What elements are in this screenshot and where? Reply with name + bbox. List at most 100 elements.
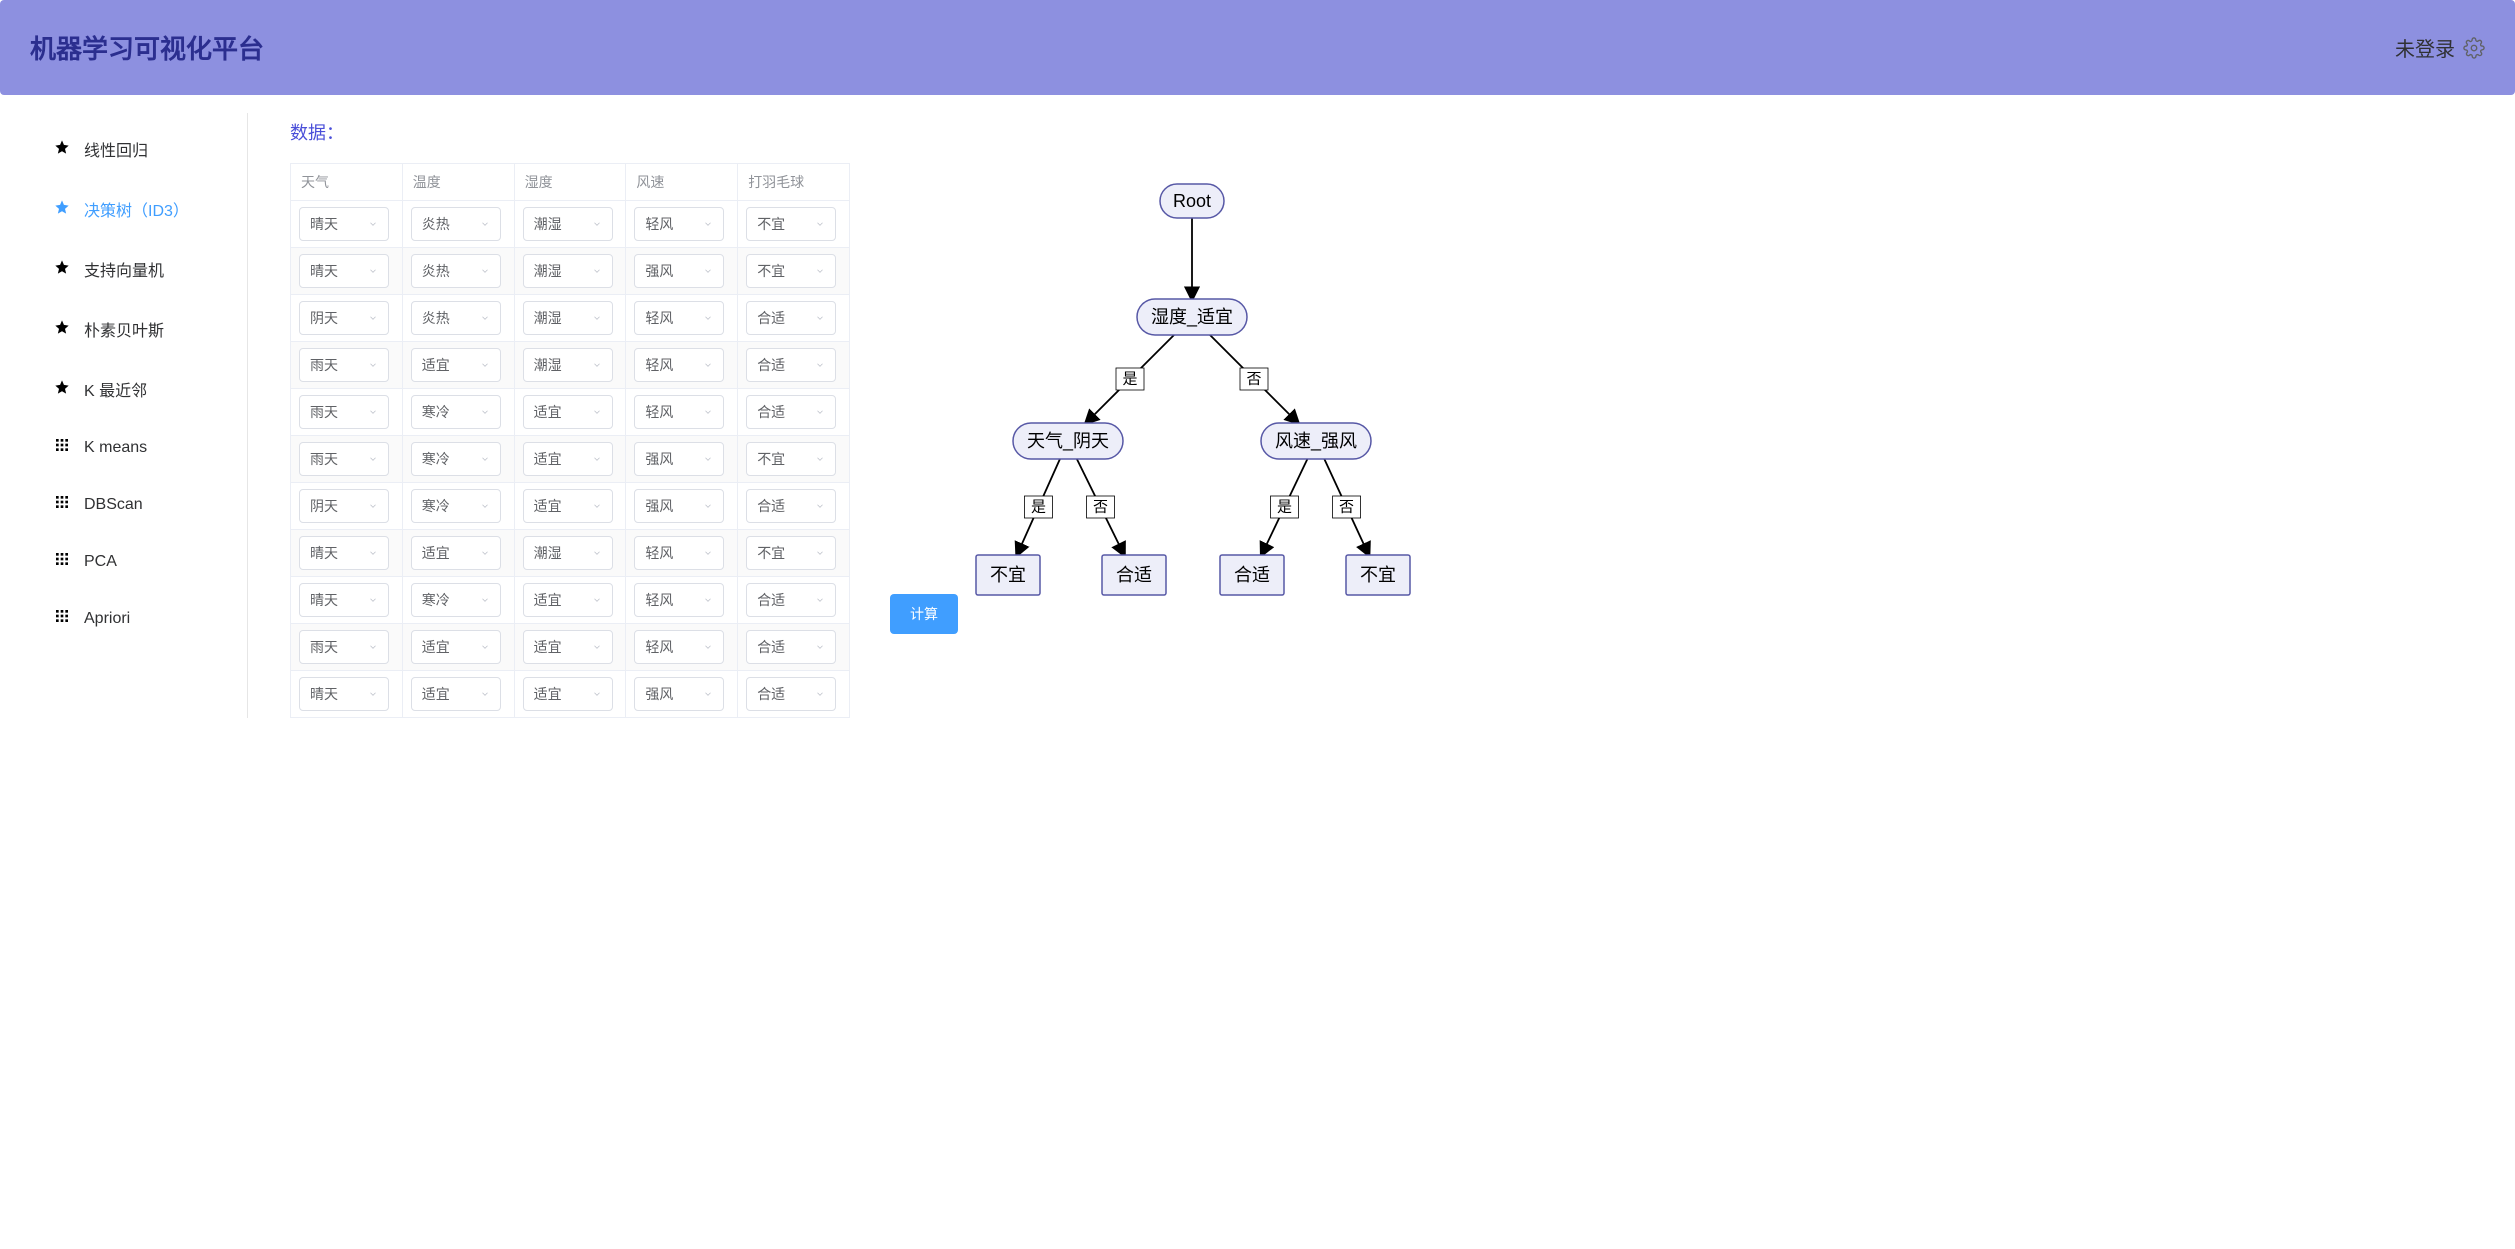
select-天气[interactable]: 雨天 <box>299 348 389 382</box>
sidebar-item-4[interactable]: K 最近邻 <box>0 359 247 419</box>
tree-leaf-node: 合适 <box>1102 555 1166 595</box>
chevron-down-icon <box>703 263 713 279</box>
select-打羽毛球[interactable]: 合适 <box>746 348 836 382</box>
select-风速[interactable]: 轻风 <box>634 348 724 382</box>
select-温度[interactable]: 炎热 <box>411 254 501 288</box>
select-value: 适宜 <box>422 355 450 375</box>
edge-label: 否 <box>1332 496 1360 518</box>
select-湿度[interactable]: 适宜 <box>523 630 613 664</box>
select-打羽毛球[interactable]: 不宜 <box>746 207 836 241</box>
select-打羽毛球[interactable]: 不宜 <box>746 442 836 476</box>
select-湿度[interactable]: 潮湿 <box>523 301 613 335</box>
select-湿度[interactable]: 潮湿 <box>523 348 613 382</box>
select-湿度[interactable]: 适宜 <box>523 395 613 429</box>
select-天气[interactable]: 雨天 <box>299 442 389 476</box>
sidebar-item-0[interactable]: 线性回归 <box>0 119 247 179</box>
table-cell: 炎热 <box>402 248 514 295</box>
sidebar-item-1[interactable]: 决策树（ID3） <box>0 179 247 239</box>
select-温度[interactable]: 寒冷 <box>411 395 501 429</box>
sidebar-item-3[interactable]: 朴素贝叶斯 <box>0 299 247 359</box>
select-天气[interactable]: 阴天 <box>299 301 389 335</box>
chevron-down-icon <box>368 310 378 326</box>
select-打羽毛球[interactable]: 不宜 <box>746 254 836 288</box>
select-value: 寒冷 <box>422 402 450 422</box>
select-温度[interactable]: 寒冷 <box>411 442 501 476</box>
select-value: 晴天 <box>310 214 338 234</box>
select-value: 寒冷 <box>422 496 450 516</box>
select-温度[interactable]: 适宜 <box>411 536 501 570</box>
select-风速[interactable]: 强风 <box>634 677 724 711</box>
select-风速[interactable]: 轻风 <box>634 583 724 617</box>
select-温度[interactable]: 适宜 <box>411 630 501 664</box>
select-湿度[interactable]: 潮湿 <box>523 254 613 288</box>
select-天气[interactable]: 晴天 <box>299 207 389 241</box>
calculate-button[interactable]: 计算 <box>890 594 958 634</box>
table-cell: 潮湿 <box>514 201 626 248</box>
select-湿度[interactable]: 适宜 <box>523 677 613 711</box>
chevron-down-icon <box>368 686 378 702</box>
select-风速[interactable]: 轻风 <box>634 395 724 429</box>
select-温度[interactable]: 炎热 <box>411 301 501 335</box>
sidebar-item-2[interactable]: 支持向量机 <box>0 239 247 299</box>
select-value: 轻风 <box>645 402 673 422</box>
select-打羽毛球[interactable]: 不宜 <box>746 536 836 570</box>
chevron-down-icon <box>480 263 490 279</box>
tree-internal-node: 风速_强风 <box>1261 423 1371 459</box>
table-cell: 不宜 <box>738 201 850 248</box>
select-湿度[interactable]: 潮湿 <box>523 207 613 241</box>
chevron-down-icon <box>592 263 602 279</box>
select-温度[interactable]: 寒冷 <box>411 489 501 523</box>
select-天气[interactable]: 晴天 <box>299 677 389 711</box>
svg-text:否: 否 <box>1246 371 1261 388</box>
table-cell: 不宜 <box>738 436 850 483</box>
select-风速[interactable]: 轻风 <box>634 630 724 664</box>
sidebar-item-5[interactable]: K means <box>0 419 247 476</box>
table-cell: 强风 <box>626 248 738 295</box>
select-湿度[interactable]: 适宜 <box>523 489 613 523</box>
select-温度[interactable]: 适宜 <box>411 677 501 711</box>
select-天气[interactable]: 晴天 <box>299 583 389 617</box>
table-cell: 适宜 <box>402 671 514 718</box>
select-风速[interactable]: 轻风 <box>634 536 724 570</box>
chevron-down-icon <box>480 686 490 702</box>
select-温度[interactable]: 适宜 <box>411 348 501 382</box>
select-打羽毛球[interactable]: 合适 <box>746 489 836 523</box>
select-打羽毛球[interactable]: 合适 <box>746 395 836 429</box>
select-温度[interactable]: 寒冷 <box>411 583 501 617</box>
select-风速[interactable]: 强风 <box>634 442 724 476</box>
select-打羽毛球[interactable]: 合适 <box>746 677 836 711</box>
select-天气[interactable]: 雨天 <box>299 395 389 429</box>
select-风速[interactable]: 强风 <box>634 254 724 288</box>
select-温度[interactable]: 炎热 <box>411 207 501 241</box>
select-湿度[interactable]: 潮湿 <box>523 536 613 570</box>
select-湿度[interactable]: 适宜 <box>523 583 613 617</box>
chevron-down-icon <box>480 310 490 326</box>
gear-icon[interactable] <box>2463 37 2485 59</box>
select-风速[interactable]: 轻风 <box>634 207 724 241</box>
select-湿度[interactable]: 适宜 <box>523 442 613 476</box>
svg-text:是: 是 <box>1031 499 1046 516</box>
chevron-down-icon <box>368 592 378 608</box>
column-header-4: 打羽毛球 <box>738 164 850 201</box>
login-status[interactable]: 未登录 <box>2395 33 2455 62</box>
select-风速[interactable]: 轻风 <box>634 301 724 335</box>
select-打羽毛球[interactable]: 合适 <box>746 583 836 617</box>
chevron-down-icon <box>815 404 825 420</box>
chevron-down-icon <box>592 451 602 467</box>
sidebar-item-8[interactable]: Apriori <box>0 590 247 647</box>
select-风速[interactable]: 强风 <box>634 489 724 523</box>
edge-label: 是 <box>1116 368 1144 390</box>
chevron-down-icon <box>592 686 602 702</box>
chevron-down-icon <box>592 310 602 326</box>
select-天气[interactable]: 阴天 <box>299 489 389 523</box>
select-天气[interactable]: 晴天 <box>299 536 389 570</box>
sidebar-item-6[interactable]: DBScan <box>0 476 247 533</box>
select-打羽毛球[interactable]: 合适 <box>746 630 836 664</box>
select-value: 适宜 <box>534 449 562 469</box>
select-打羽毛球[interactable]: 合适 <box>746 301 836 335</box>
sidebar-item-7[interactable]: PCA <box>0 533 247 590</box>
select-天气[interactable]: 晴天 <box>299 254 389 288</box>
edge-label: 否 <box>1240 368 1268 390</box>
select-天气[interactable]: 雨天 <box>299 630 389 664</box>
table-cell: 适宜 <box>402 530 514 577</box>
